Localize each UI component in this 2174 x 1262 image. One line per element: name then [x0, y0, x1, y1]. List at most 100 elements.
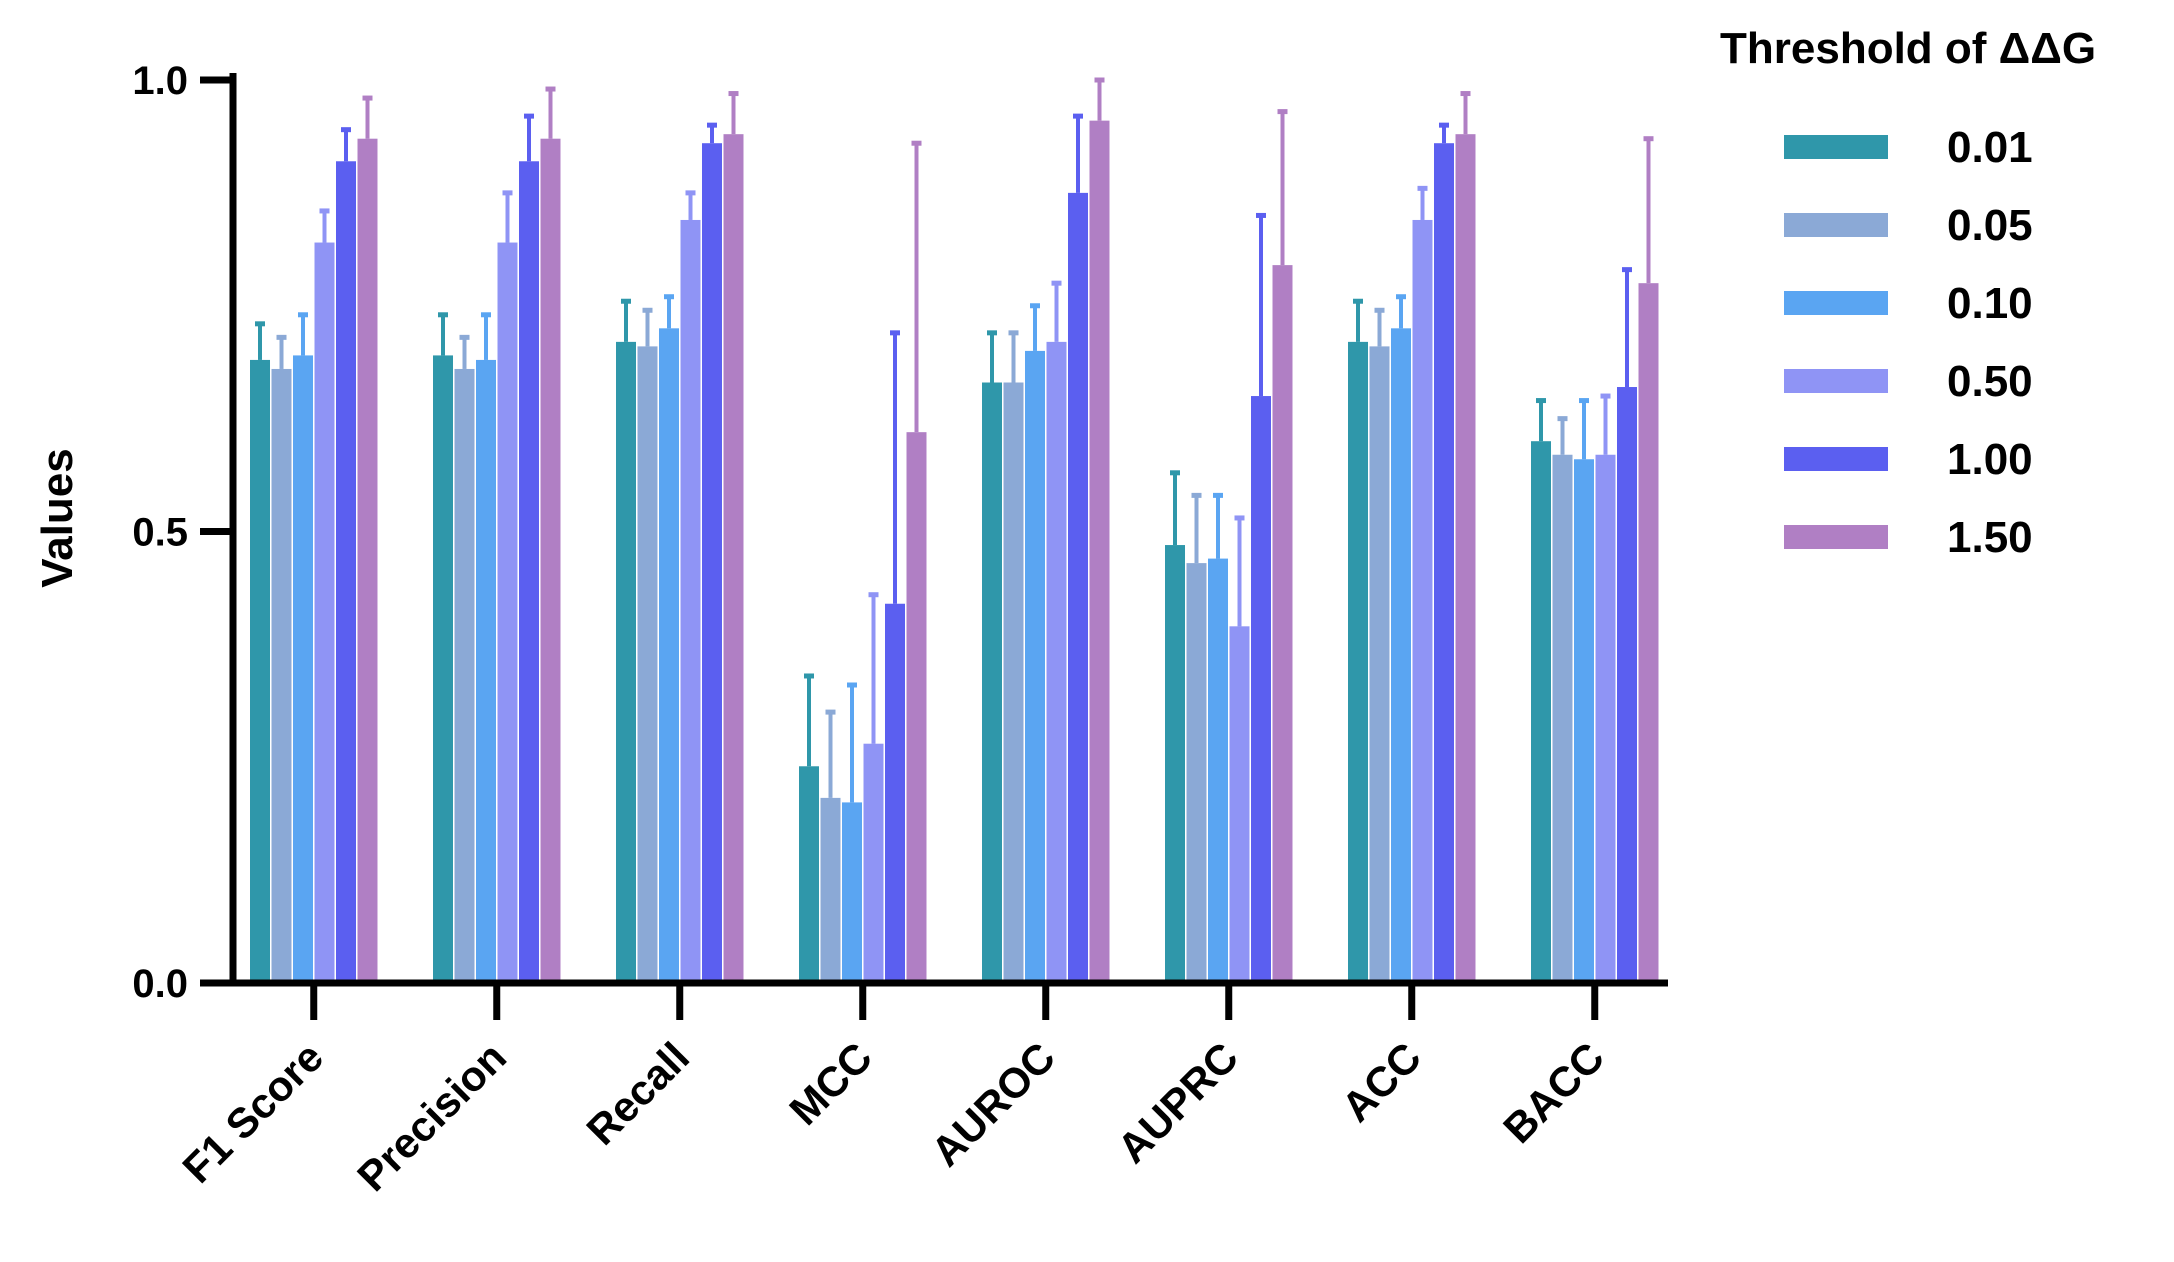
- error-bar: [459, 334, 470, 369]
- bar: [885, 603, 905, 983]
- error-bar: [1191, 492, 1202, 564]
- error-bar: [987, 330, 997, 383]
- bar: [1068, 192, 1088, 983]
- bar: [314, 242, 335, 984]
- bar: [906, 432, 927, 983]
- error-bar: [524, 113, 534, 162]
- legend-label: 1.50: [1947, 513, 2033, 562]
- error-bar: [1353, 298, 1363, 342]
- legend-item: 0.50: [1784, 357, 2033, 406]
- x-tick-label: BACC: [1494, 1033, 1613, 1152]
- y-tick-label: 1.0: [132, 59, 188, 103]
- x-ticks: F1 Score Precision Recall MCC AUROC AUPRC ACC B…: [173, 983, 1613, 1200]
- bar: [1348, 341, 1368, 983]
- error-bar: [868, 592, 879, 744]
- bar: [293, 355, 313, 983]
- bar: [1089, 120, 1110, 983]
- bar: [1531, 441, 1551, 983]
- error-bar: [1396, 294, 1406, 329]
- legend-swatch: [1784, 213, 1888, 237]
- error-bar: [1643, 136, 1654, 284]
- x-tick-label: F1 Score: [173, 1033, 332, 1192]
- bar: [982, 382, 1002, 983]
- bar: [1455, 134, 1476, 983]
- error-bar: [1277, 109, 1288, 266]
- legend-title: Threshold of ΔΔG: [1720, 24, 2096, 73]
- legend-item: 1.50: [1784, 513, 2033, 562]
- error-bar: [319, 208, 330, 243]
- legend-item: 0.10: [1784, 279, 2033, 328]
- x-tick-label: MCC: [780, 1033, 881, 1134]
- x-tick-label: Precision: [348, 1033, 515, 1200]
- bar: [1574, 459, 1594, 983]
- bar: [519, 161, 539, 983]
- bar: [1391, 328, 1411, 983]
- bar: [1595, 454, 1616, 983]
- bar: [680, 219, 701, 984]
- bar: [1046, 341, 1067, 983]
- bar: [454, 368, 475, 984]
- legend-label: 0.01: [1947, 123, 2033, 172]
- bar: [476, 359, 496, 983]
- error-bars-layer: [255, 77, 1654, 803]
- error-bar: [1600, 393, 1611, 455]
- legend-label: 0.05: [1947, 201, 2033, 250]
- error-bar: [1008, 330, 1019, 383]
- error-bar: [1256, 212, 1266, 397]
- x-tick-label: ACC: [1333, 1033, 1431, 1131]
- bar: [540, 138, 561, 983]
- error-bar: [362, 95, 373, 139]
- bar: [1025, 350, 1045, 983]
- error-bar: [804, 673, 814, 767]
- bar: [1165, 545, 1185, 983]
- legend-label: 0.10: [1947, 279, 2033, 328]
- error-bar: [664, 294, 674, 329]
- bar: [702, 143, 722, 983]
- bar: [1229, 626, 1250, 983]
- bar: [336, 161, 356, 983]
- error-bar: [825, 709, 836, 798]
- bar: [1638, 283, 1659, 983]
- error-bar: [545, 86, 556, 139]
- bar: [1369, 346, 1390, 983]
- error-bar: [890, 330, 900, 604]
- error-bar: [1536, 398, 1546, 442]
- x-tick-label: AUPRC: [1108, 1033, 1247, 1172]
- error-bar: [911, 140, 922, 433]
- error-bar: [847, 682, 857, 803]
- error-bar: [438, 312, 448, 356]
- bar: [497, 242, 518, 984]
- bar: [1251, 396, 1271, 983]
- legend-label: 0.50: [1947, 357, 2033, 406]
- error-bar: [1094, 77, 1105, 121]
- y-ticks: 0.0 0.5 1.0: [132, 59, 233, 1006]
- error-bar: [481, 312, 491, 360]
- bar: [433, 355, 453, 983]
- error-bar: [341, 127, 351, 162]
- y-tick-label: 0.0: [132, 962, 188, 1006]
- error-bar: [1170, 470, 1180, 546]
- bar: [616, 341, 636, 983]
- error-bar: [1234, 515, 1245, 627]
- legend-swatch: [1784, 369, 1888, 393]
- error-bar: [728, 91, 739, 135]
- x-tick-label: AUROC: [922, 1033, 1064, 1175]
- bar: [842, 802, 862, 983]
- bar: [1208, 558, 1228, 983]
- error-bar: [1439, 122, 1449, 144]
- bar: [250, 359, 270, 983]
- legend-swatch: [1784, 525, 1888, 549]
- legend-item: 0.01: [1784, 123, 2033, 172]
- error-bar: [1213, 492, 1223, 559]
- error-bar: [1417, 185, 1428, 220]
- error-bar: [642, 307, 653, 347]
- error-bar: [1374, 307, 1385, 347]
- error-bar: [685, 190, 696, 220]
- x-tick-label: Recall: [577, 1033, 698, 1154]
- error-bar: [1622, 267, 1632, 388]
- error-bar: [1579, 398, 1589, 460]
- error-bar: [502, 190, 513, 243]
- bar: [799, 766, 819, 983]
- bar: [863, 743, 884, 983]
- error-bar: [1073, 113, 1083, 193]
